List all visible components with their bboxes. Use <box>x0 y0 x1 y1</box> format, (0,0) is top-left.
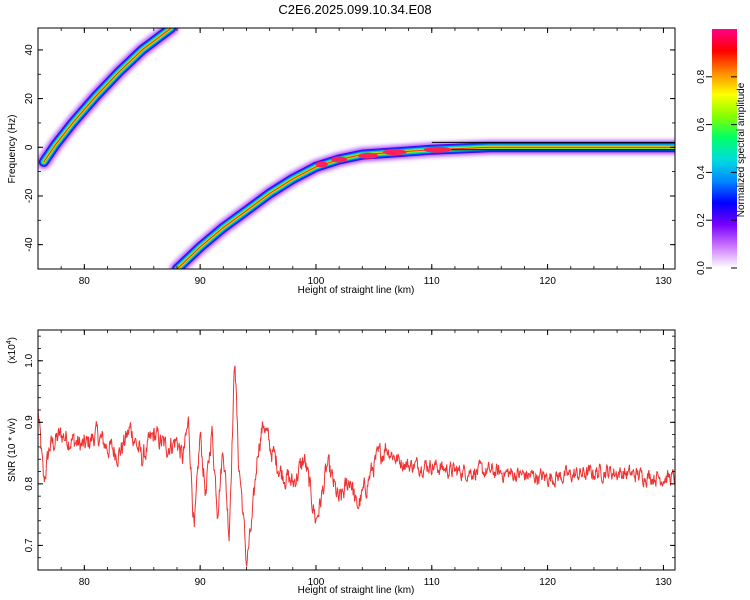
spectrogram-peak-blob <box>423 146 452 153</box>
spectrogram-peak-blob <box>331 156 348 163</box>
snr-xtick-label: 120 <box>539 577 556 588</box>
colorbar-tick-label: 0.8 <box>696 69 707 83</box>
spectrogram-peak-blob <box>382 149 407 156</box>
spectrogram-xtick-label: 100 <box>308 276 325 287</box>
snr-frame <box>37 329 676 571</box>
colorbar-gradient <box>712 29 737 268</box>
spectrogram-trace-2-band <box>176 146 675 269</box>
spectrogram-x-label: Height of straight line (km) <box>298 285 415 296</box>
snr-xtick-label: 130 <box>655 577 672 588</box>
spectrogram-y-label: Frequency (Hz) <box>7 115 18 184</box>
snr-ytick-label: 0.9 <box>24 415 35 429</box>
spectrogram-ytick-label: -20 <box>24 188 35 203</box>
snr-ytick-label: 0.8 <box>24 476 35 490</box>
spectrogram-ytick-label: 20 <box>24 93 35 105</box>
spectrogram-xtick-label: 120 <box>539 276 556 287</box>
svg-text:(x104): (x104) <box>6 337 18 364</box>
snr-xtick-label: 100 <box>308 577 325 588</box>
spectrogram-panel: 80 90 100 110 120 130 -40 -20 0 20 40 Height of s… <box>7 27 676 296</box>
spectrogram-x-ticks: 80 90 100 110 120 130 <box>37 28 672 287</box>
spectrogram-xtick-label: 90 <box>195 276 207 287</box>
spectrogram-xtick-label: 130 <box>655 276 672 287</box>
snr-xtick-label: 90 <box>195 577 207 588</box>
colorbar-tick-label: 0.2 <box>696 213 707 227</box>
spectrogram-xtick-label: 110 <box>424 276 440 287</box>
spectrogram-peak-blob <box>315 161 328 168</box>
spectrogram-traces <box>38 28 675 269</box>
spectrogram-ytick-label: 40 <box>24 44 35 56</box>
colorbar-tick-label: 0.0 <box>696 261 707 275</box>
spectrogram-ytick-label: 0 <box>24 144 35 150</box>
snr-xtick-label: 80 <box>79 577 91 588</box>
snr-ytick-label: 0.7 <box>24 538 35 552</box>
figure-title: C2E6.2025.099.10.34.E08 <box>278 2 431 17</box>
spectrogram-ytick-label: -40 <box>24 237 35 252</box>
snr-xtick-label: 110 <box>424 577 440 588</box>
snr-x-ticks: 80 90 100 110 120 130 <box>37 330 672 588</box>
colorbar-label: Normalized spectral amplitude <box>736 82 747 217</box>
snr-y-scale-exp: 4 <box>6 340 13 344</box>
snr-series-line <box>37 365 676 567</box>
spectrogram-trace-1-band <box>43 28 172 163</box>
snr-y-label: SNR (10 * v/v) <box>7 418 18 482</box>
snr-panel: 80 90 100 110 120 130 0.7 0.8 0.9 1.0 Height of … <box>6 329 676 596</box>
colorbar-tick-label: 0.4 <box>696 165 707 179</box>
spectrogram-y-ticks: -40 -20 0 20 40 <box>24 44 675 270</box>
colorbar: 0.0 0.2 0.4 0.6 0.8 Normalized spectral ampl… <box>696 29 747 275</box>
spectrogram-peak-blob <box>358 152 379 159</box>
snr-y-ticks: 0.7 0.8 0.9 1.0 <box>24 335 675 571</box>
snr-x-label: Height of straight line (km) <box>298 585 415 596</box>
spectrogram-xtick-label: 80 <box>79 276 91 287</box>
colorbar-tick-label: 0.6 <box>696 117 707 131</box>
snr-ytick-label: 1.0 <box>24 353 35 367</box>
snr-y-scale-prefix: (x10 <box>7 344 18 364</box>
snr-y-scale: (x104) <box>6 337 18 364</box>
colorbar-ticks: 0.0 0.2 0.4 0.6 0.8 <box>696 69 737 275</box>
